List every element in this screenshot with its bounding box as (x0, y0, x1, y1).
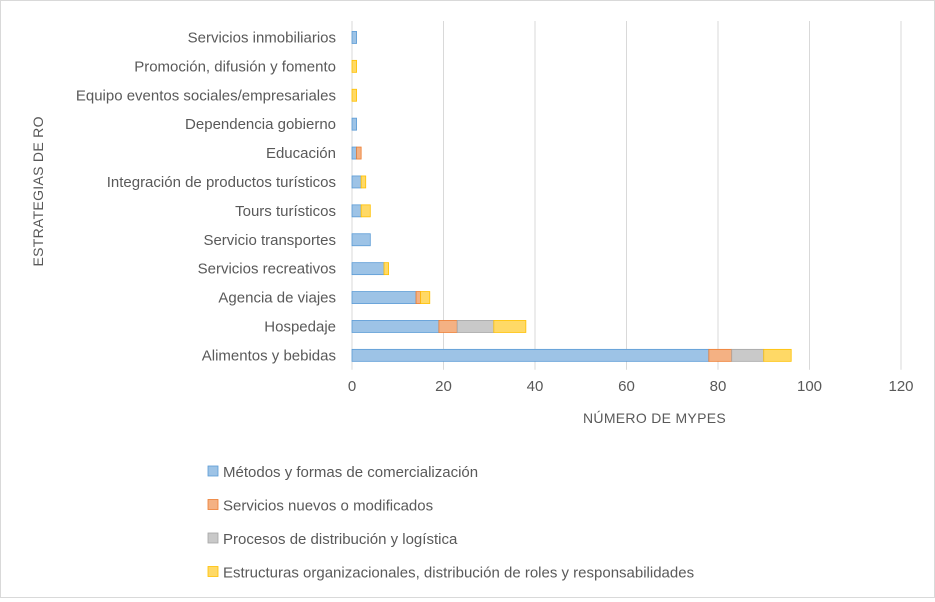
legend-label: Métodos y formas de comercialización (223, 464, 478, 481)
category-label: Servicio transportes (203, 232, 336, 249)
legend-swatch (207, 465, 219, 477)
bar-segment-series-1 (351, 262, 385, 276)
y-axis-title: ESTRATEGIAS DE RO (30, 116, 46, 266)
bar-segment-series-4 (383, 262, 389, 276)
x-axis-title: NÚMERO DE MYPES (583, 410, 726, 426)
bar-segment-series-1 (351, 348, 710, 362)
bar-segment-series-1 (351, 204, 362, 218)
bar-segment-series-3 (731, 348, 765, 362)
bar-segment-series-4 (763, 348, 792, 362)
x-tick-label: 0 (348, 378, 356, 395)
legend-label: Procesos de distribución y logística (223, 531, 458, 548)
category-labels: Servicios inmobiliarios Promoción, difusi… (76, 29, 336, 364)
bar-segment-series-1 (351, 117, 357, 131)
category-label: Hospedaje (264, 318, 336, 335)
legend-swatch (207, 532, 219, 544)
category-label: Promoción, difusión y fomento (134, 58, 336, 75)
x-tick-label: 100 (797, 378, 822, 395)
bar-segment-series-1 (351, 146, 357, 160)
legend: Métodos y formas de comercialización Serv… (207, 464, 694, 582)
bar-segment-series-1 (351, 233, 371, 247)
x-tick-labels: 0 20 40 60 80 100 120 (348, 378, 914, 395)
bar-segment-series-1 (351, 291, 417, 304)
category-label: Dependencia gobierno (185, 116, 336, 133)
category-label: Educación (266, 145, 336, 162)
category-label: Tours turísticos (235, 203, 336, 220)
bar-segment-series-4 (360, 175, 367, 189)
bar-segment-series-1 (351, 31, 357, 44)
gridlines (351, 21, 902, 370)
x-tick-label: 40 (527, 378, 544, 395)
bar-segment-series-1 (351, 175, 362, 189)
bar-segment-series-3 (456, 320, 495, 333)
category-label: Servicios inmobiliarios (188, 29, 336, 46)
legend-swatch (207, 499, 219, 510)
bar-segment-series-4 (420, 291, 431, 304)
legend-label: Estructuras organizacionales, distribuci… (223, 565, 694, 582)
category-label: Servicios recreativos (198, 261, 336, 278)
bar-segment-series-4 (351, 88, 357, 102)
bar-segment-series-4 (351, 59, 357, 73)
x-tick-label: 120 (888, 378, 913, 395)
category-label: Integración de productos turísticos (107, 174, 336, 191)
bar-segment-series-4 (360, 204, 371, 218)
legend-swatch (207, 566, 219, 577)
bar-segment-series-2 (415, 291, 422, 304)
bar-segment-series-2 (708, 348, 733, 362)
bar-segment-series-4 (493, 320, 527, 333)
legend-label: Servicios nuevos o modificados (223, 498, 433, 515)
bars (351, 31, 792, 362)
x-tick-label: 60 (618, 378, 635, 395)
bar-segment-series-2 (356, 146, 362, 160)
category-label: Agencia de viajes (218, 290, 336, 307)
category-label: Alimentos y bebidas (202, 347, 336, 364)
category-label: Equipo eventos sociales/empresariales (76, 87, 336, 104)
x-tick-label: 20 (435, 378, 452, 395)
bar-segment-series-2 (438, 320, 458, 333)
x-tick-label: 80 (710, 378, 727, 395)
bar-segment-series-1 (351, 320, 440, 333)
